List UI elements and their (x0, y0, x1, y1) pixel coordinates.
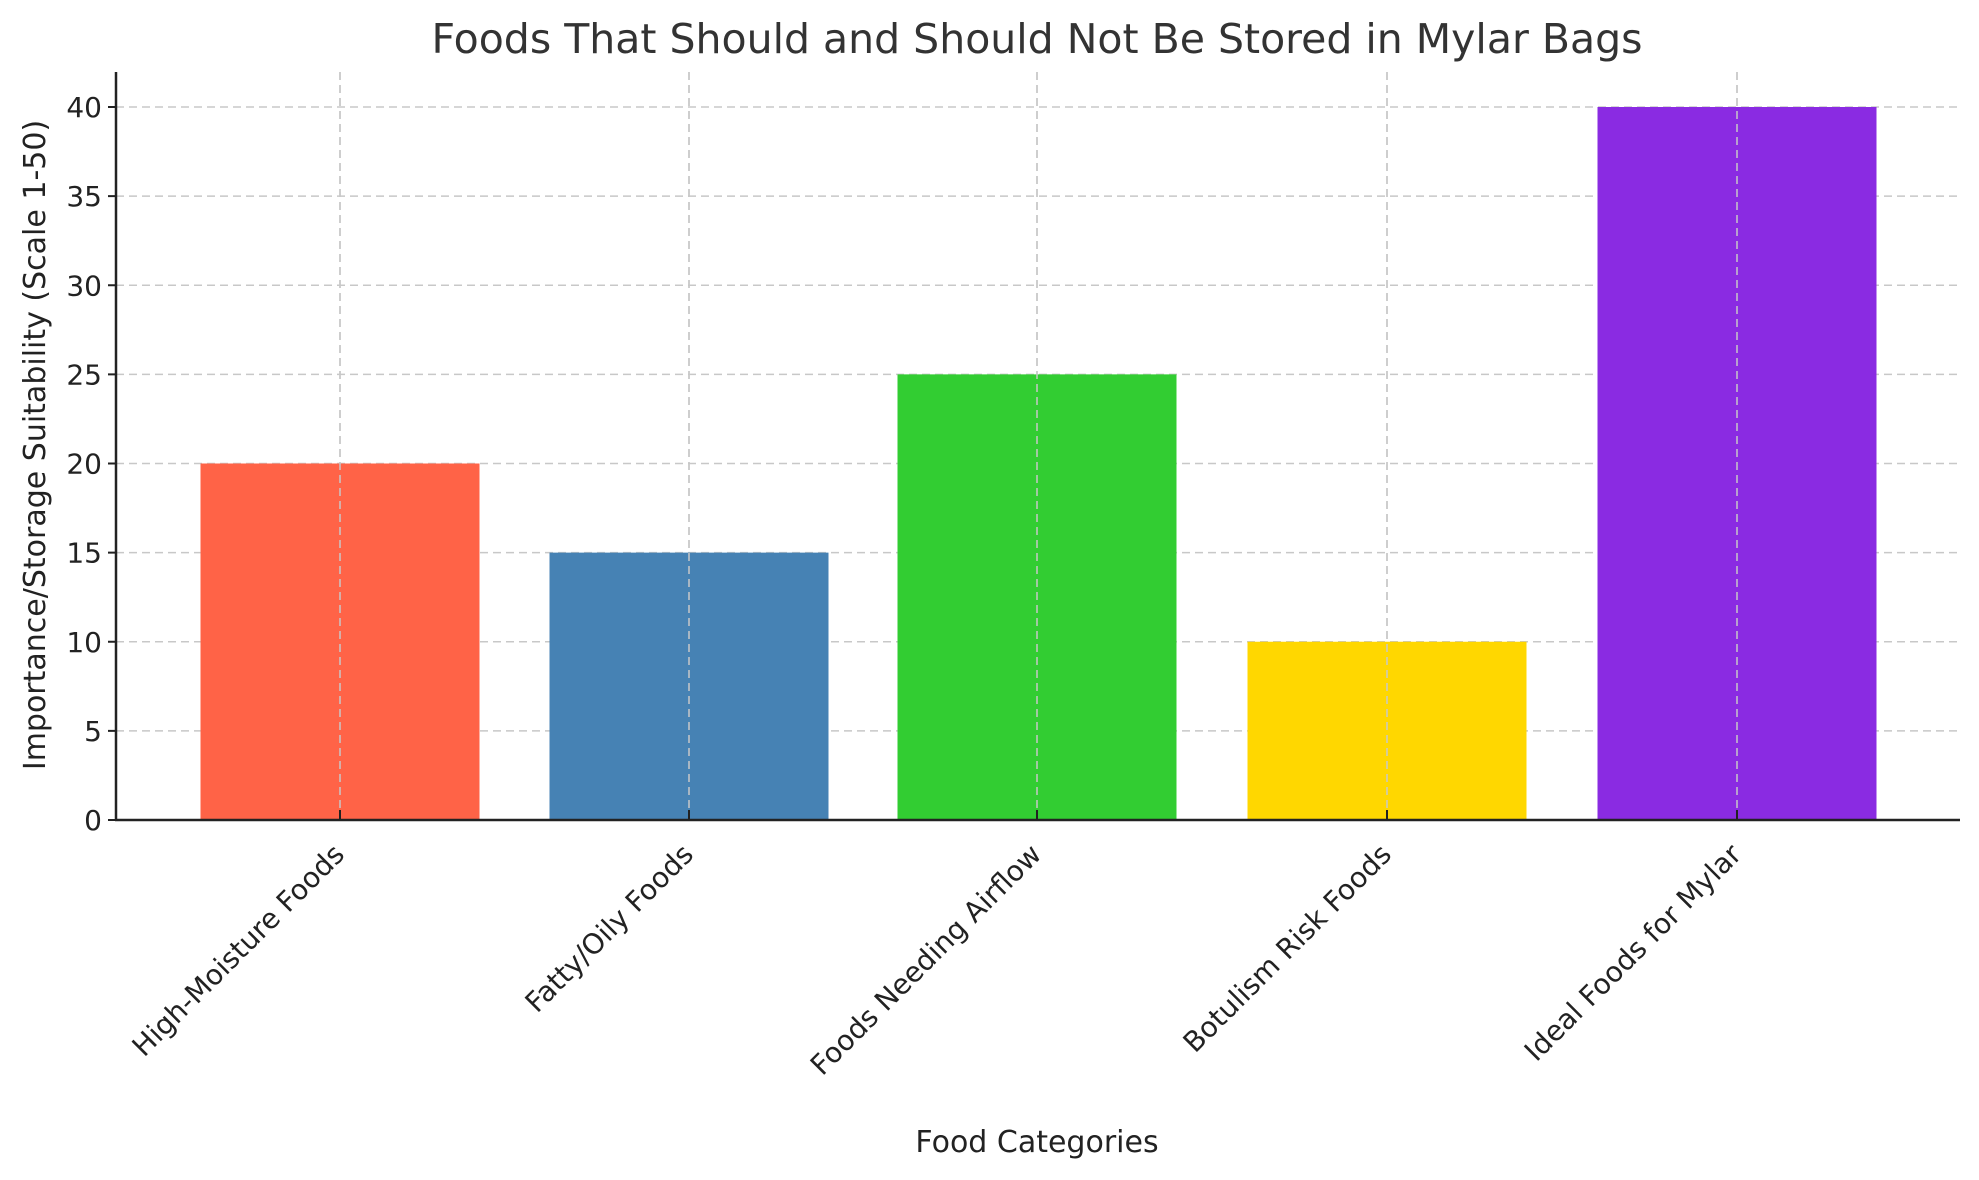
x-tick-label: Foods Needing Airflow (804, 838, 1048, 1082)
y-tick-label: 20 (66, 448, 102, 481)
x-tick-label: High-Moisture Foods (126, 838, 351, 1063)
chart-title: Foods That Should and Should Not Be Stor… (432, 15, 1643, 63)
x-tick-label: Ideal Foods for Mylar (1518, 837, 1748, 1067)
x-tick-label: Botulism Risk Foods (1177, 838, 1398, 1059)
bars (200, 72, 1877, 820)
x-axis-label: Food Categories (915, 1125, 1158, 1160)
y-tick-label: 5 (84, 715, 102, 748)
y-tick-label: 0 (84, 804, 102, 837)
y-tick-label: 25 (66, 358, 102, 391)
y-tick-labels: 0 5 10 15 20 25 30 35 40 (66, 91, 116, 837)
bar-0 (200, 463, 480, 820)
x-tick-labels: High-Moisture Foods Fatty/Oily Foods Foods… (126, 810, 1748, 1082)
y-axis-label: Importance/Storage Suitability (Scale 1-… (18, 120, 53, 770)
y-tick-label: 35 (66, 180, 102, 213)
y-tick-label: 40 (66, 91, 102, 124)
y-tick-label: 30 (66, 269, 102, 302)
x-tick-label: Fatty/Oily Foods (519, 838, 700, 1019)
y-tick-label: 15 (66, 537, 102, 570)
y-tick-label: 10 (66, 626, 102, 659)
